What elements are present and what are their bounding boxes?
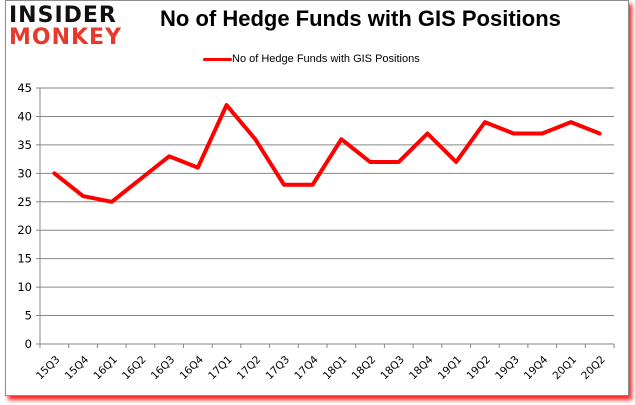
- x-tick-label: 19Q2: [464, 354, 493, 383]
- y-tick-label: 45: [17, 81, 32, 95]
- x-tick-label: 19Q3: [493, 354, 522, 383]
- y-tick-label: 0: [25, 337, 32, 351]
- gridlines: [36, 87, 614, 317]
- x-tick-label: 18Q4: [407, 353, 436, 382]
- x-tick-label: 17Q4: [292, 353, 321, 382]
- x-tick-label: 19Q1: [436, 354, 465, 383]
- series-line: [52, 103, 602, 204]
- y-axis: 0 5 10 15 20 25 30 35 40 45: [17, 81, 41, 351]
- y-tick-label: 20: [17, 223, 32, 237]
- x-tick-label: 18Q3: [378, 354, 407, 383]
- x-axis: 15Q3 15Q4 16Q1 16Q2 16Q3 16Q4 17Q1 17Q2 17Q3 17Q4…: [34, 343, 615, 383]
- y-tick-label: 15: [17, 252, 32, 266]
- x-tick-label: 18Q1: [321, 354, 350, 383]
- chart-frame: [5, 0, 629, 396]
- x-tick-label: 16Q4: [177, 353, 206, 382]
- x-tick-label: 16Q3: [149, 354, 178, 383]
- y-tick-label: 40: [17, 109, 32, 123]
- x-tick-label: 17Q1: [206, 354, 235, 383]
- y-tick-label: 10: [17, 280, 32, 294]
- x-tick-label: 17Q3: [264, 354, 293, 383]
- legend-label: No of Hedge Funds with GIS Positions: [232, 53, 420, 65]
- x-tick-label: 19Q4: [522, 353, 551, 382]
- x-tick-label: 15Q4: [63, 353, 92, 382]
- y-tick-label: 30: [17, 166, 32, 180]
- logo-line2: MONKEY: [9, 25, 123, 50]
- logo-line1: INSIDER: [9, 3, 117, 28]
- x-tick-label: 20Q1: [551, 354, 580, 383]
- y-tick-label: 35: [17, 138, 32, 152]
- insider-monkey-logo: INSIDER MONKEY: [9, 3, 149, 51]
- y-tick-label: 5: [25, 309, 32, 323]
- legend-line-swatch: [203, 57, 232, 61]
- x-tick-label: 15Q3: [34, 354, 63, 383]
- y-tick-label: 25: [17, 195, 32, 209]
- x-tick-label: 16Q1: [91, 354, 120, 383]
- x-tick-label: 20Q2: [579, 354, 608, 383]
- x-tick-label: 18Q2: [350, 354, 379, 383]
- x-tick-label: 17Q2: [235, 354, 264, 383]
- chart-title: No of Hedge Funds with GIS Positions: [160, 6, 561, 31]
- x-tick-label: 16Q2: [120, 354, 149, 383]
- legend: No of Hedge Funds with GIS Positions: [203, 53, 420, 65]
